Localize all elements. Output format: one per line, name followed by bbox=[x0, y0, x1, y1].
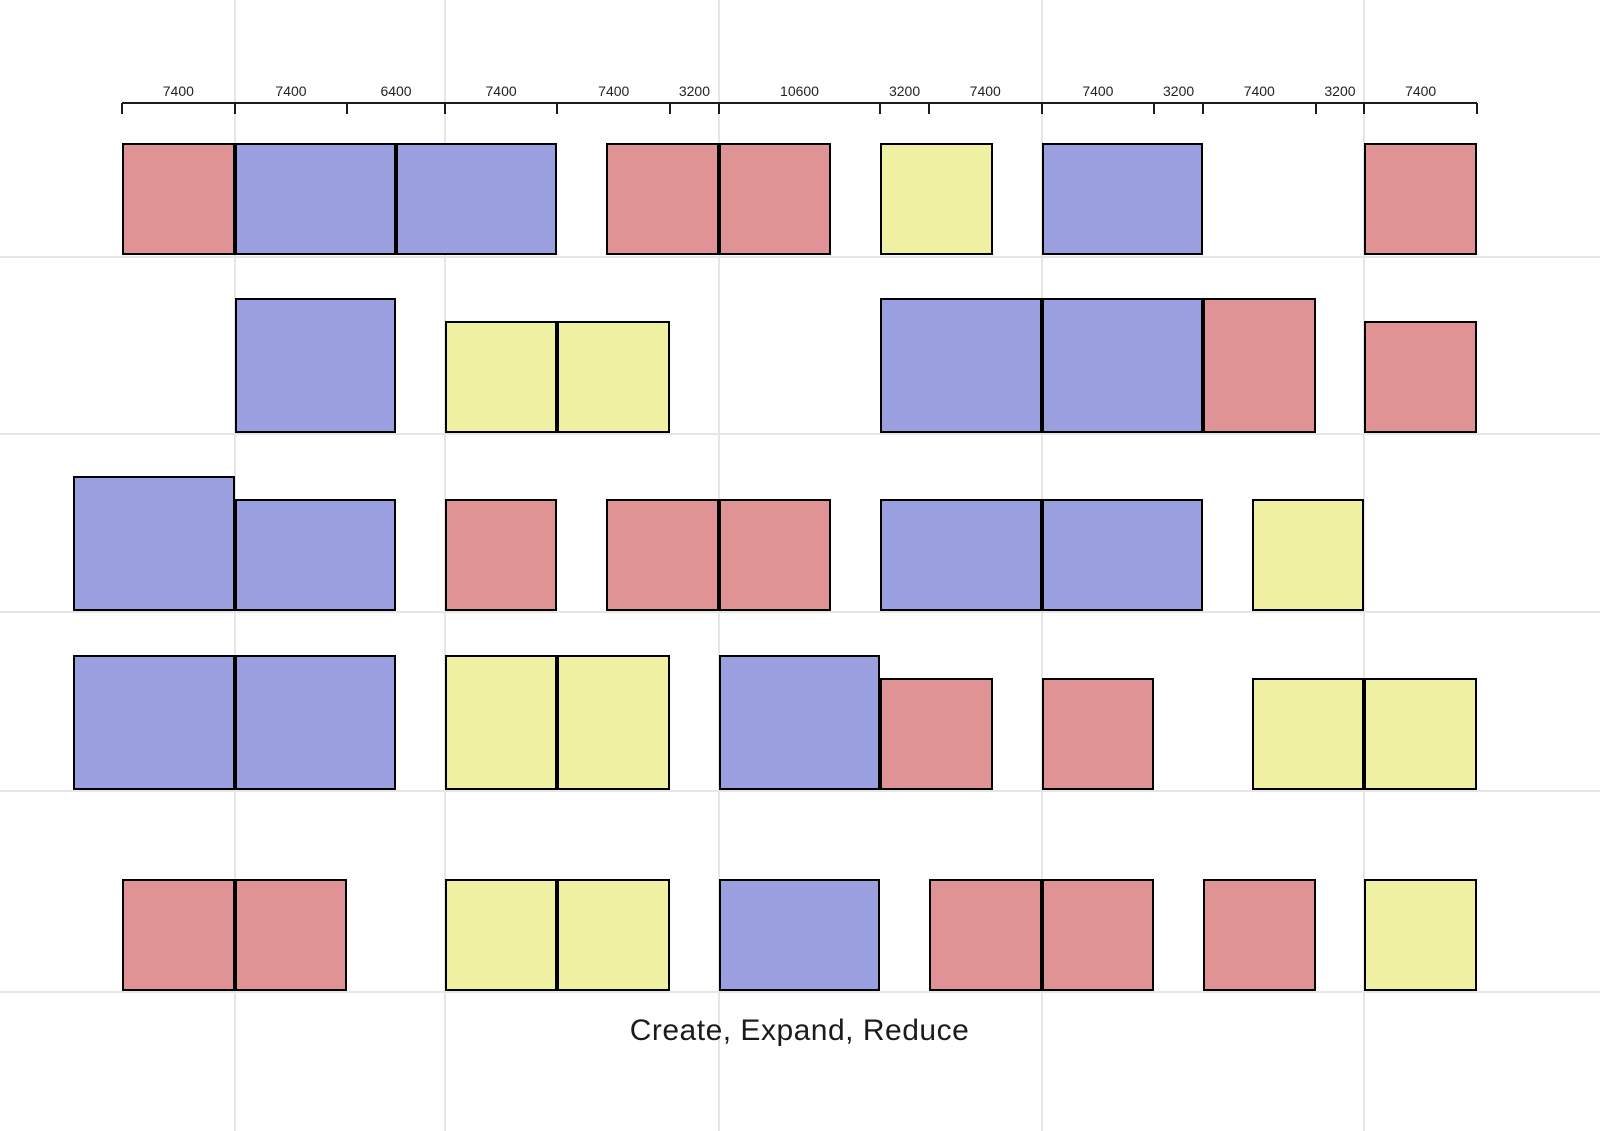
axis-segment-label: 3200 bbox=[678, 83, 711, 99]
block-red bbox=[1041, 678, 1155, 790]
axis-tick bbox=[443, 103, 446, 114]
block-blue bbox=[396, 143, 558, 255]
block-yellow bbox=[444, 879, 558, 991]
block-blue bbox=[880, 298, 1042, 433]
axis-tick bbox=[717, 103, 720, 114]
axis-tick bbox=[1363, 103, 1366, 114]
axis-segment-label: 3200 bbox=[1163, 83, 1195, 99]
block-blue bbox=[880, 499, 1042, 611]
axis-segment-label: 7400 bbox=[598, 83, 630, 99]
block-yellow bbox=[557, 879, 671, 991]
block-red bbox=[1364, 143, 1477, 255]
x-axis-line bbox=[122, 102, 1477, 104]
axis-segment-label: 6400 bbox=[380, 83, 412, 99]
block-blue bbox=[73, 655, 235, 790]
block-blue bbox=[73, 476, 235, 611]
axis-tick bbox=[1201, 103, 1204, 114]
block-red bbox=[718, 143, 832, 255]
chart-title: Create, Expand, Reduce bbox=[629, 1014, 970, 1047]
block-blue bbox=[234, 499, 397, 611]
gridline-horizontal bbox=[0, 611, 1600, 613]
gridline-horizontal bbox=[0, 433, 1600, 435]
block-red bbox=[1202, 879, 1316, 991]
axis-tick bbox=[1476, 103, 1478, 114]
block-blue bbox=[718, 879, 881, 991]
block-yellow bbox=[880, 143, 993, 255]
gridline-horizontal bbox=[0, 256, 1600, 258]
axis-segment-label: 7400 bbox=[162, 83, 194, 99]
block-yellow bbox=[1364, 879, 1477, 991]
block-yellow bbox=[1251, 678, 1365, 790]
block-yellow bbox=[444, 321, 558, 433]
block-red bbox=[1364, 321, 1477, 433]
block-red bbox=[1202, 298, 1316, 433]
axis-tick bbox=[1153, 103, 1156, 114]
axis-tick bbox=[233, 103, 236, 114]
axis-segment-label: 10600 bbox=[780, 83, 819, 99]
block-yellow bbox=[444, 655, 558, 790]
block-red bbox=[928, 879, 1042, 991]
axis-segment-label: 3200 bbox=[1324, 83, 1356, 99]
block-blue bbox=[234, 655, 397, 790]
block-red bbox=[880, 678, 993, 790]
block-yellow bbox=[1251, 499, 1365, 611]
axis-segment-label: 7400 bbox=[1405, 83, 1437, 99]
axis-segment-label: 7400 bbox=[969, 83, 1001, 99]
block-blue bbox=[234, 298, 397, 433]
block-red bbox=[122, 143, 235, 255]
block-red bbox=[234, 879, 348, 991]
block-yellow bbox=[1364, 678, 1477, 790]
gridline-vertical bbox=[1363, 0, 1366, 1131]
gridline-horizontal bbox=[0, 991, 1600, 993]
axis-segment-label: 7400 bbox=[275, 83, 307, 99]
block-red bbox=[1041, 879, 1155, 991]
block-yellow bbox=[557, 321, 671, 433]
gridline-horizontal bbox=[0, 790, 1600, 792]
block-red bbox=[606, 499, 719, 611]
axis-segment-label: 7400 bbox=[1243, 83, 1275, 99]
axis-tick bbox=[346, 103, 349, 114]
axis-tick bbox=[879, 103, 882, 114]
axis-segment-label: 7400 bbox=[1082, 83, 1114, 99]
axis-tick bbox=[121, 103, 123, 114]
block-red bbox=[718, 499, 832, 611]
axis-tick bbox=[669, 103, 672, 114]
block-blue bbox=[718, 655, 881, 790]
block-blue bbox=[1041, 298, 1203, 433]
axis-segment-label: 3200 bbox=[888, 83, 921, 99]
block-yellow bbox=[557, 655, 671, 790]
block-blue bbox=[1041, 499, 1203, 611]
axis-tick bbox=[1314, 103, 1317, 114]
block-red bbox=[444, 499, 558, 611]
axis-tick bbox=[927, 103, 930, 114]
axis-tick bbox=[1040, 103, 1043, 114]
axis-segment-label: 7400 bbox=[485, 83, 517, 99]
axis-tick bbox=[556, 103, 559, 114]
block-blue bbox=[234, 143, 397, 255]
block-red bbox=[606, 143, 719, 255]
block-blue bbox=[1041, 143, 1203, 255]
block-red bbox=[122, 879, 235, 991]
